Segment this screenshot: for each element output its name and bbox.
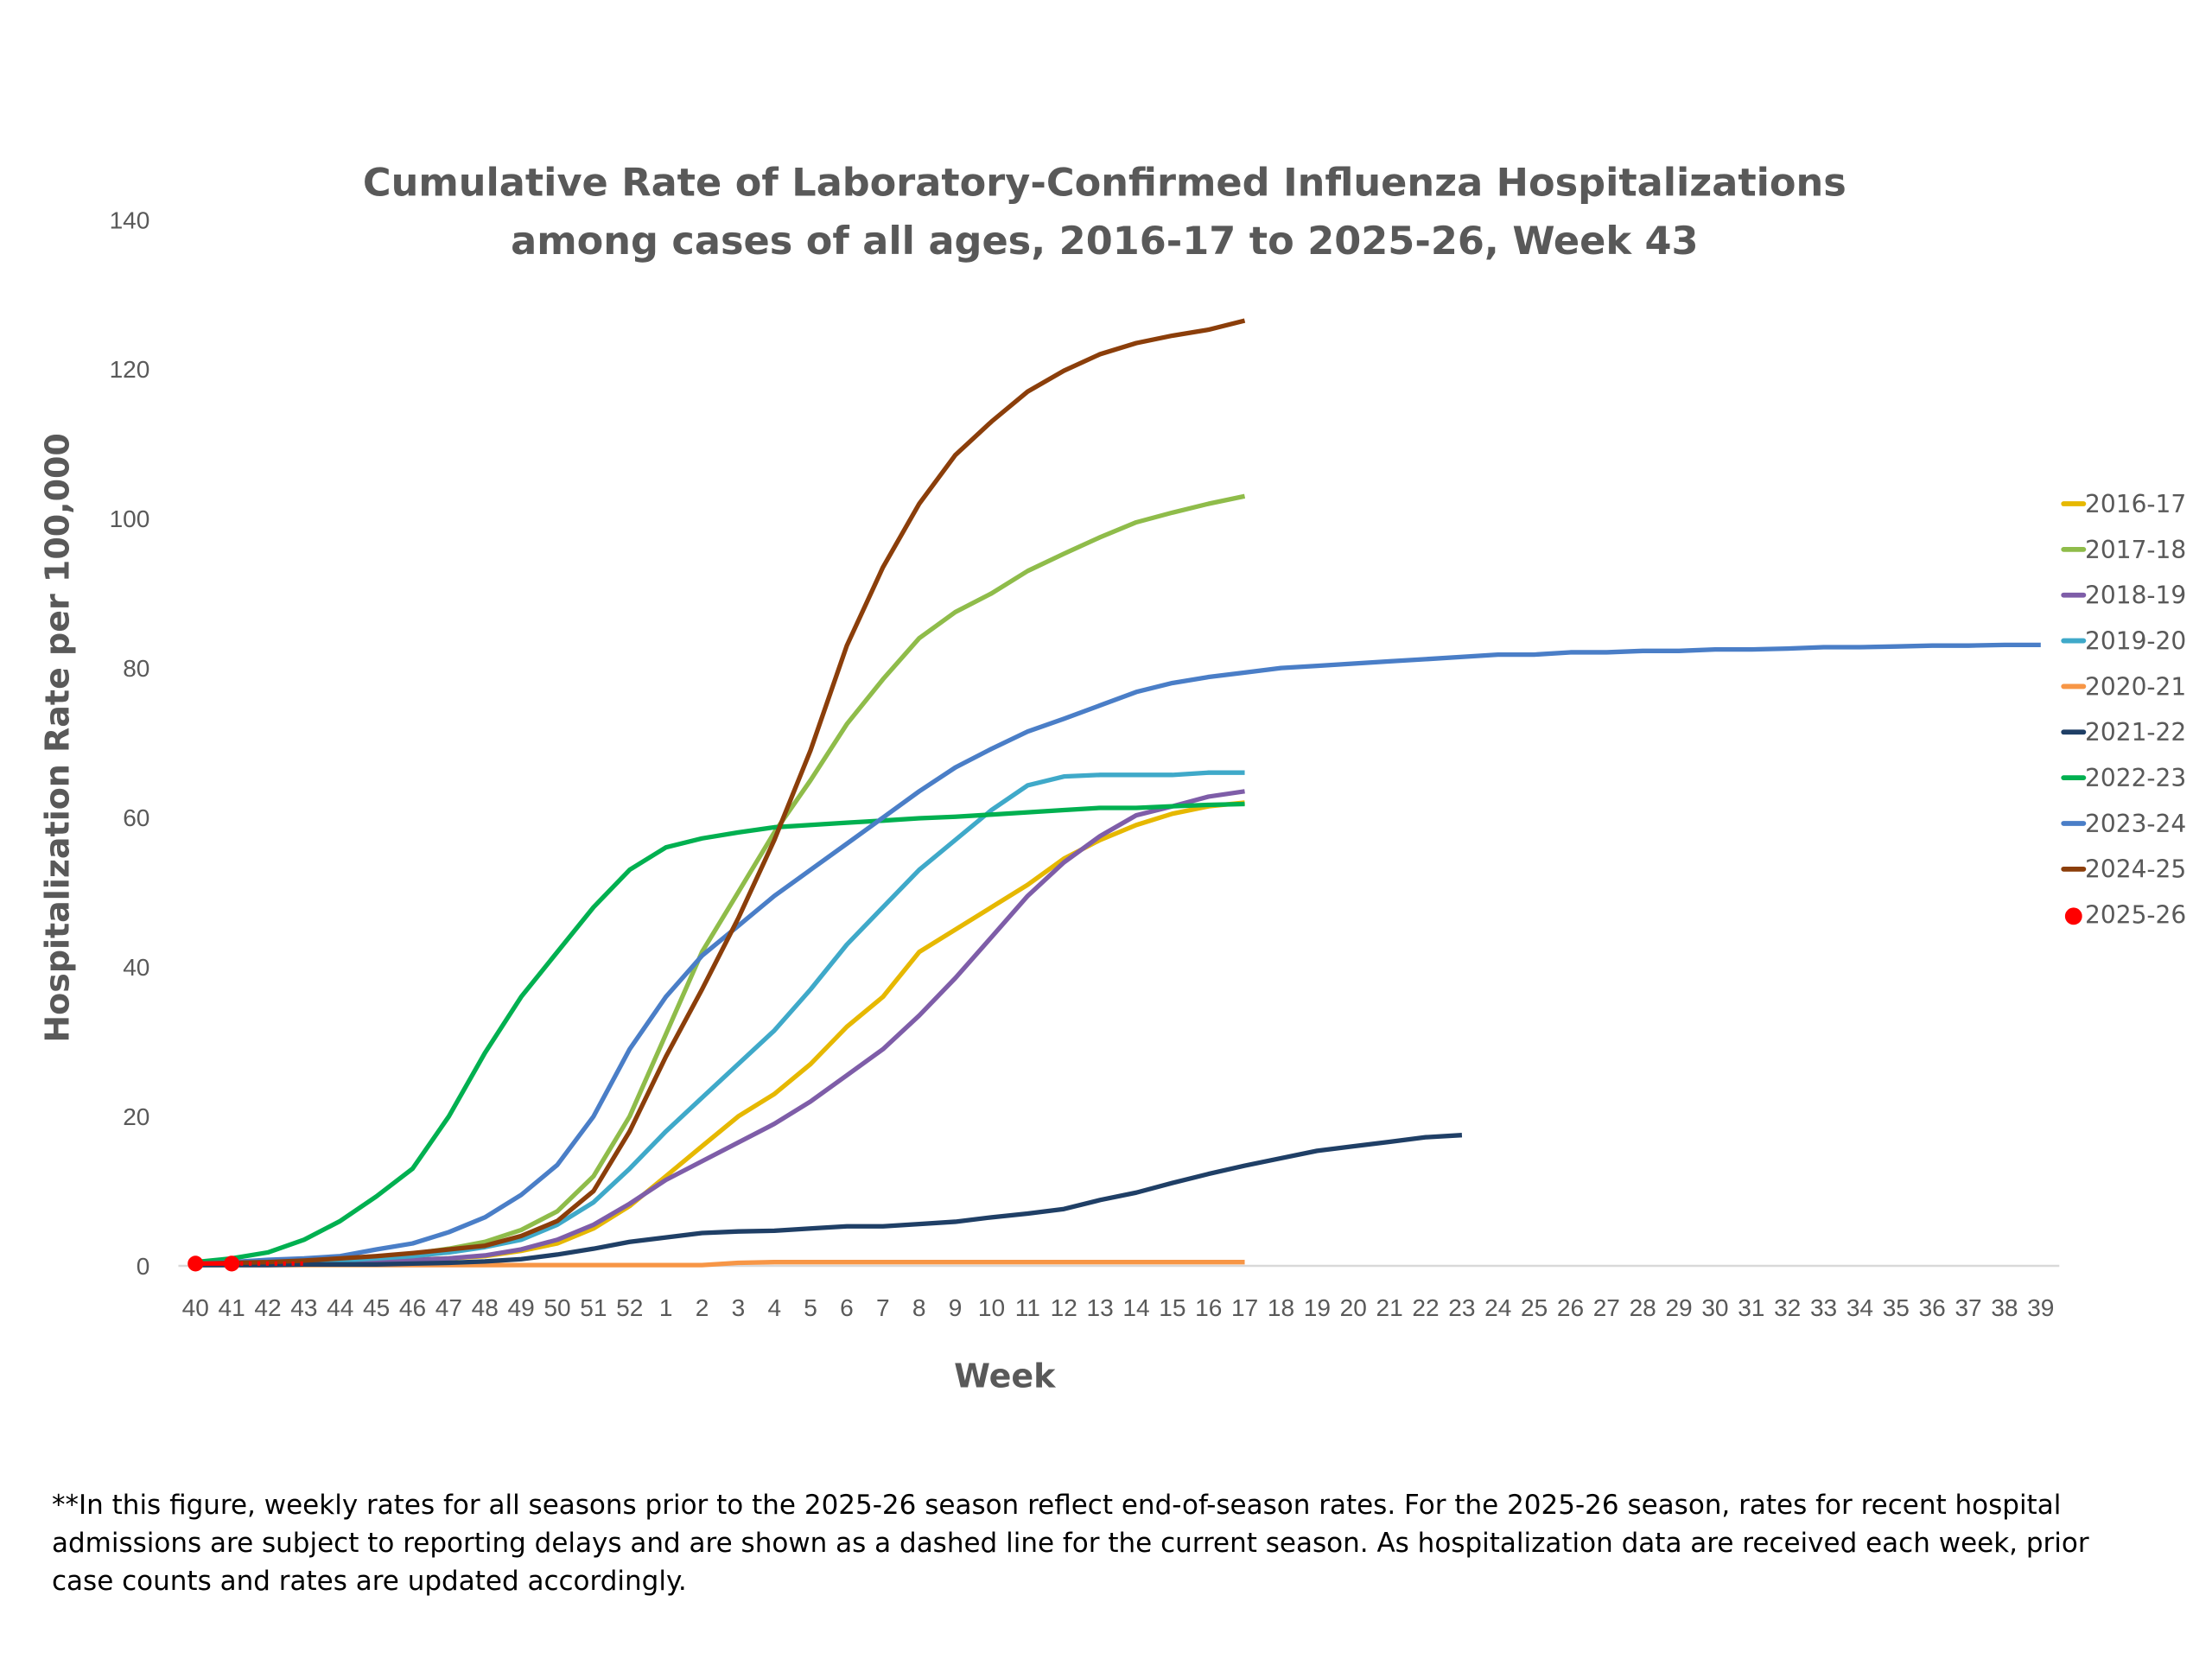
series-line-2021-22 (195, 1133, 1463, 1268)
x-tick-label: 34 (1847, 1294, 1873, 1321)
legend-label: 2022-23 (2085, 764, 2186, 792)
legend: 2016-17 2017-18 2018-19 2019-20 2020-21 2021-… (2061, 490, 2186, 930)
series-line-2022-23 (195, 801, 1245, 1265)
legend-label: 2016-17 (2085, 490, 2186, 518)
y-tick-label: 140 (110, 207, 150, 233)
x-tick-label: 17 (1231, 1294, 1258, 1321)
x-tick-label: 49 (508, 1294, 535, 1321)
x-tick-label: 36 (1919, 1294, 1946, 1321)
x-tick-label: 22 (1412, 1294, 1439, 1321)
chart-title: Cumulative Rate of Laboratory-Confirmed … (363, 160, 1847, 205)
x-tick-label: 28 (1630, 1294, 1656, 1321)
x-tick-label: 30 (1701, 1294, 1728, 1321)
x-tick-label: 48 (472, 1294, 499, 1321)
x-tick-label: 29 (1665, 1294, 1692, 1321)
x-tick-label: 45 (363, 1294, 390, 1321)
series-line-2024-25 (195, 318, 1246, 1266)
x-tick-label: 9 (949, 1294, 963, 1321)
legend-label: 2021-22 (2085, 718, 2186, 747)
legend-label: 2025-26 (2085, 901, 2186, 930)
y-tick-label: 20 (123, 1103, 149, 1130)
x-tick-label: 7 (876, 1294, 890, 1321)
x-tick-label: 40 (182, 1294, 209, 1321)
x-tick-label: 16 (1195, 1294, 1222, 1321)
legend-label: 2023-24 (2085, 810, 2186, 838)
y-tick-label: 60 (123, 804, 149, 831)
x-tick-label: 43 (290, 1294, 317, 1321)
x-tick-label: 41 (219, 1294, 245, 1321)
x-tick-label: 10 (978, 1294, 1005, 1321)
x-tick-label: 35 (1883, 1294, 1910, 1321)
x-tick-label: 21 (1376, 1294, 1402, 1321)
series-line-2016-17 (195, 800, 1245, 1267)
x-tick-label: 42 (254, 1294, 281, 1321)
y-tick-label: 120 (110, 356, 150, 383)
x-tick-label: 4 (767, 1294, 781, 1321)
x-tick-label: 2 (696, 1294, 709, 1321)
x-tick-label: 32 (1774, 1294, 1801, 1321)
x-tick-label: 25 (1521, 1294, 1548, 1321)
x-tick-label: 38 (1991, 1294, 2018, 1321)
x-tick-label: 15 (1159, 1294, 1185, 1321)
x-tick-label: 51 (580, 1294, 607, 1321)
y-tick-label: 80 (123, 655, 149, 682)
x-tick-label: 19 (1304, 1294, 1331, 1321)
y-tick-label: 0 (137, 1253, 150, 1280)
data-point-2025-26 (224, 1255, 240, 1272)
x-tick-label: 33 (1810, 1294, 1837, 1321)
x-tick-label: 44 (327, 1294, 353, 1321)
legend-label: 2024-25 (2085, 855, 2186, 884)
x-tick-label: 46 (399, 1294, 426, 1321)
legend-marker (2064, 907, 2082, 925)
x-tick-label: 13 (1086, 1294, 1113, 1321)
series-line-2023-24 (195, 642, 2041, 1266)
legend-label: 2020-21 (2085, 672, 2186, 701)
y-axis-label: Hospitalization Rate per 100,000 (38, 433, 76, 1042)
series-line-2018-19 (195, 789, 1245, 1268)
x-tick-label: 8 (912, 1294, 926, 1321)
x-tick-label: 37 (1955, 1294, 1981, 1321)
legend-label: 2017-18 (2085, 536, 2186, 564)
x-tick-label: 12 (1051, 1294, 1077, 1321)
x-tick-label: 11 (1015, 1294, 1040, 1321)
x-tick-label: 23 (1448, 1294, 1475, 1321)
legend-label: 2019-20 (2085, 626, 2186, 655)
x-tick-label: 1 (659, 1294, 673, 1321)
y-tick-label: 40 (123, 954, 149, 981)
x-tick-label: 18 (1268, 1294, 1294, 1321)
series-line-2017-18 (195, 493, 1246, 1267)
x-tick-label: 3 (732, 1294, 746, 1321)
x-tick-label: 6 (840, 1294, 854, 1321)
chart-subtitle: among cases of all ages, 2016-17 to 2025… (511, 219, 1698, 264)
x-tick-label: 20 (1340, 1294, 1367, 1321)
x-tick-label: 31 (1738, 1294, 1764, 1321)
x-tick-label: 50 (543, 1294, 570, 1321)
x-tick-label: 52 (616, 1294, 643, 1321)
x-tick-label: 47 (435, 1294, 462, 1321)
x-tick-label: 39 (2027, 1294, 2054, 1321)
x-tick-label: 26 (1557, 1294, 1584, 1321)
x-tick-label: 5 (804, 1294, 817, 1321)
x-tick-label: 14 (1122, 1294, 1149, 1321)
x-tick-label: 27 (1593, 1294, 1620, 1321)
y-tick-label: 100 (110, 505, 150, 532)
data-point-2025-26 (188, 1255, 204, 1272)
x-tick-label: 24 (1484, 1294, 1511, 1321)
legend-label: 2018-19 (2085, 582, 2186, 610)
footnote: **In this figure, weekly rates for all s… (52, 1490, 2089, 1597)
x-axis-label: Week (954, 1357, 1056, 1395)
